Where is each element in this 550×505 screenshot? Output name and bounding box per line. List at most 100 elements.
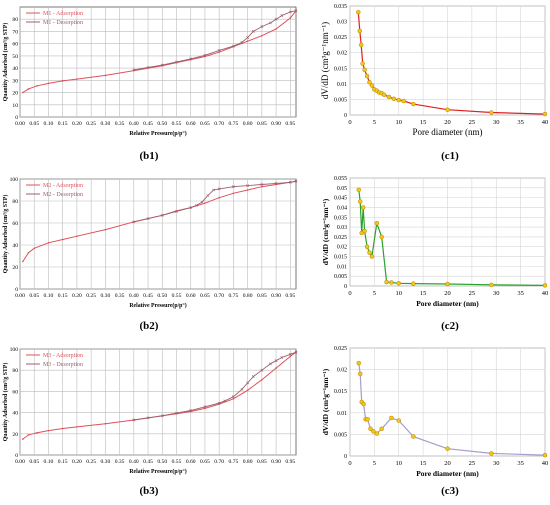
data-point: [160, 414, 164, 418]
x-tick-label: 0.40: [129, 121, 139, 127]
y-tick-label: 80: [12, 199, 18, 205]
panel-label-b1: (b1): [139, 150, 159, 162]
x-tick-label: 25: [469, 460, 476, 467]
data-point: [251, 375, 255, 378]
x-tick-label: 0.70: [214, 121, 224, 127]
x-tick-label: 0: [348, 119, 351, 126]
data-point: [391, 96, 397, 102]
x-tick-label: 0.50: [157, 293, 167, 299]
y-tick-label: 0: [15, 287, 18, 293]
panel-b3: 0.00 0.05 0.10 0.15 0.20 0.25 0.30 0.35 0.40 0.45…: [0, 343, 300, 505]
data-point: [246, 389, 249, 392]
x-tick-label: 0.95: [285, 293, 295, 299]
y-tick-label: 100: [10, 347, 19, 353]
data-point: [542, 111, 548, 117]
data-point: [189, 57, 193, 61]
x-tick-label: 25: [469, 290, 476, 297]
data-point: [289, 17, 292, 19]
x-tick-label: 0.75: [229, 293, 239, 299]
y-tick-label: 100: [10, 177, 19, 183]
y-tick-label: 0.005: [334, 432, 347, 438]
legend-entry: M2 - Desorption: [43, 192, 83, 198]
y-axis-label: Quantity Adsorbed (cm³/g STP): [2, 195, 9, 274]
x-tick-label: 0.55: [172, 121, 182, 127]
y-tick-label: 0.04: [337, 205, 347, 211]
y-axis-label: Quantity Adsorbed (cm³/g STP): [2, 363, 9, 442]
data-point: [489, 451, 494, 456]
panel-label-c1: (c1): [441, 150, 459, 162]
data-point: [61, 80, 64, 82]
data-point: [261, 34, 263, 37]
data-point: [411, 281, 416, 286]
y-tick-label: 0.025: [334, 35, 347, 41]
y-tick-label: 0.005: [334, 274, 347, 280]
x-tick-label: 0: [348, 460, 351, 467]
x-tick-label: 0.80: [243, 459, 253, 465]
y-axis-label: dV/dD (cm³g⁻¹nm⁻¹): [320, 22, 330, 99]
panel-b1: 0.00 0.05 0.10 0.15 0.20 0.25 0.30 0.35 0.40 0.45…: [0, 0, 300, 170]
x-tick-label: 40: [542, 119, 549, 126]
x-tick-label: 0.50: [157, 121, 167, 127]
data-point: [223, 399, 227, 403]
y-tick-label: 0.03: [337, 225, 347, 231]
panel-c1: 0 0.005 0.01 0.015 0.02 0.025 0.03 0.035 0 5 10 15 2…: [310, 0, 550, 170]
data-point: [280, 14, 284, 17]
data-point: [204, 407, 206, 410]
y-tick-label: 0.045: [334, 196, 347, 202]
data-point: [411, 101, 416, 107]
data-point: [260, 25, 264, 28]
y-tick-label: 50: [12, 54, 18, 60]
x-tick-label: 0.80: [243, 121, 253, 127]
data-point: [76, 235, 78, 237]
data-point: [231, 185, 235, 189]
data-point: [203, 53, 207, 57]
y-tick-label: 0.01: [337, 411, 347, 417]
data-point: [401, 98, 406, 104]
gridlines-b3: [19, 348, 296, 456]
x-tick-label: 0.00: [15, 293, 25, 299]
legend-entry: M2 - Adsorption: [43, 183, 83, 189]
data-point: [362, 67, 367, 73]
y-tick-label: 0.05: [337, 186, 347, 192]
x-axis-label: Relative Pressure(p/p°): [129, 130, 186, 137]
data-point: [132, 220, 136, 224]
x-tick-label: 40: [542, 290, 549, 297]
data-point: [212, 188, 215, 192]
x-tick-label: 0.35: [115, 293, 125, 299]
x-tick-label: 0.90: [271, 459, 281, 465]
y-tick-label: 20: [12, 432, 18, 438]
data-point: [361, 401, 366, 407]
x-tick-label: 0.65: [200, 459, 210, 465]
x-tick-label: 0.30: [100, 121, 110, 127]
y-tick-label: 0.005: [334, 97, 347, 103]
x-tick-label: 0.00: [15, 121, 25, 127]
data-point: [371, 429, 376, 434]
data-point: [268, 21, 272, 25]
data-point: [294, 179, 298, 183]
data-point: [369, 254, 375, 259]
data-point: [364, 244, 370, 249]
x-tick-label: 0.20: [72, 459, 82, 465]
data-point: [542, 283, 548, 288]
data-point: [246, 36, 250, 39]
y-tick-label: 0.035: [334, 4, 347, 10]
data-point: [357, 28, 362, 34]
data-point: [132, 68, 136, 72]
data-point: [33, 247, 36, 250]
x-tick-label: 10: [396, 290, 403, 297]
data-point: [396, 281, 401, 286]
data-point: [251, 30, 255, 33]
legend-entry: M1 - Desorption: [43, 20, 83, 26]
data-point: [146, 66, 150, 69]
x-tick-label: 30: [493, 119, 500, 126]
x-tick-label: 0.10: [44, 459, 54, 465]
data-point: [445, 446, 450, 451]
y-tick-label: 0.015: [334, 66, 347, 72]
x-tick-label: 25: [469, 119, 476, 126]
data-point: [357, 371, 363, 377]
x-tick-label: 0.30: [100, 293, 110, 299]
y-tick-label: 30: [12, 78, 18, 84]
x-tick-label: 0.95: [285, 121, 295, 127]
x-tick-label: 0.60: [186, 121, 196, 127]
data-point: [175, 210, 178, 213]
